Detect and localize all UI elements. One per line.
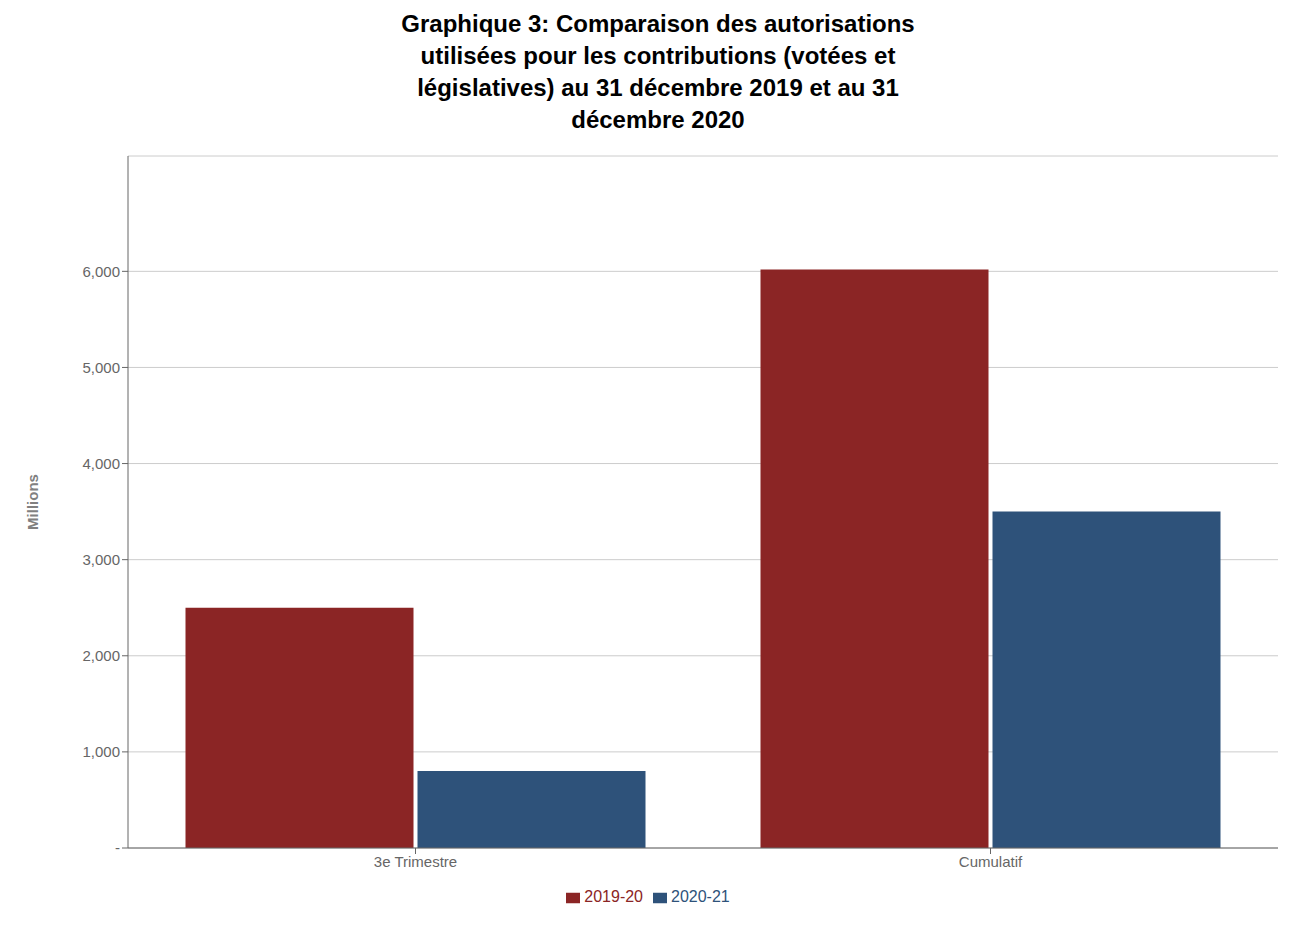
svg-text:3,000: 3,000 [82,551,120,568]
html-text:Graphique 3: Comparaison des a: Graphique 3: Comparaison des autorisatio… [401,10,915,37]
svg-text:Cumulatif: Cumulatif [959,853,1023,870]
svg-text:1,000: 1,000 [82,743,120,760]
html-text:2020-21: 2020-21 [671,888,730,905]
svg-text:4,000: 4,000 [82,455,120,472]
svg-text:Millions: Millions [24,474,41,530]
svg-text:3e Trimestre: 3e Trimestre [374,853,457,870]
svg-text:6,000: 6,000 [82,263,120,280]
html-text:utilisées pour les contributio: utilisées pour les contributions (votées… [420,42,896,69]
svg-text:2,000: 2,000 [82,647,120,664]
svg-text:-: - [115,839,120,856]
html-text:décembre 2020: décembre 2020 [571,106,745,133]
svg-text:5,000: 5,000 [82,359,120,376]
html-text:législatives) au 31 décembre 2: législatives) au 31 décembre 2019 et au … [417,74,899,101]
html-text:2019-20: 2019-20 [584,888,643,905]
